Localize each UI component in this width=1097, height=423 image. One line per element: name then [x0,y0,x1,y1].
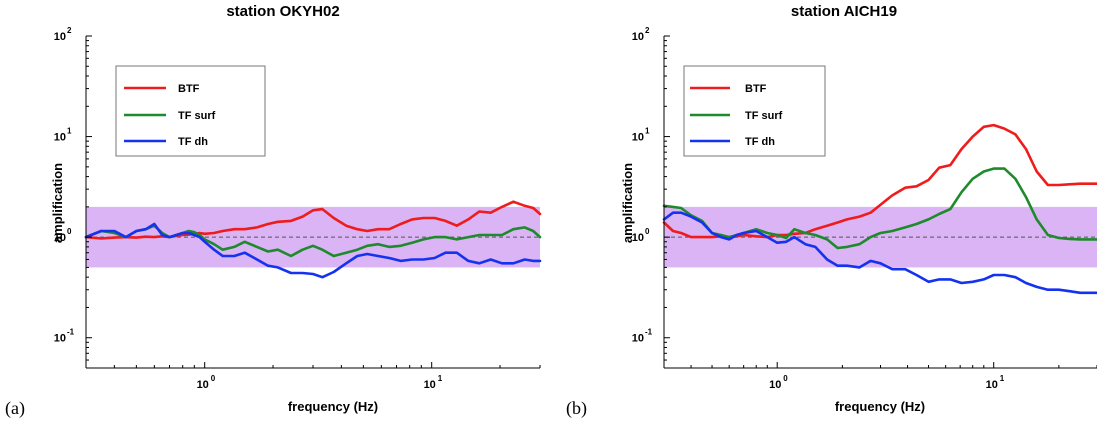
x-tick-exponent: 1 [438,374,443,383]
y-tick-exponent: 1 [67,127,72,136]
x-tick-label: 10 [769,379,781,391]
y-tick-exponent: 1 [645,127,650,136]
legend-a: BTF TF surf TF dh [115,65,266,157]
x-tick-exponent: 0 [211,374,216,383]
x-tick-label: 10 [424,379,436,391]
legend-label-tf-surf: TF surf [178,110,216,122]
y-tick-exponent: 2 [67,26,72,35]
x-tick-exponent: 1 [1000,374,1005,383]
series-line-tf-surf-b [662,167,1097,250]
y-tick-exponent: -1 [645,328,653,337]
y-tick-exponent: 2 [645,26,650,35]
x-tick-exponent: 0 [783,374,788,383]
legend-label-tf-dh: TF dh [745,136,775,148]
x-tick-label: 10 [986,379,998,391]
legend-label-btf: BTF [178,83,200,95]
x-tick-label: 10 [197,379,209,391]
y-tick-label: 10 [54,132,66,144]
x-axis-label-b: frequency (Hz) [835,399,925,414]
chart-title-a: station OKYH02 [226,3,339,20]
series-layer-a [84,200,542,279]
x-axis-label-a: frequency (Hz) [288,399,378,414]
y-tick-label: 10 [54,31,66,43]
y-tick-exponent: -1 [67,328,75,337]
y-tick-label: 10 [54,232,66,244]
y-axis-label-b: amplification [620,163,635,243]
y-tick-exponent: 0 [67,227,72,236]
series-line-tf-dh-a [84,222,542,279]
y-tick-label: 10 [632,132,644,144]
legend-b: BTF TF surf TF dh [683,65,826,157]
y-tick-label: 10 [632,232,644,244]
y-tick-label: 10 [632,333,644,345]
panel-label-a: (a) [5,398,25,419]
legend-label-tf-surf: TF surf [745,110,783,122]
series-line-tf-dh-b [662,211,1097,295]
y-tick-label: 10 [632,31,644,43]
y-tick-exponent: 0 [645,227,650,236]
chart-title-b: station AICH19 [791,3,897,20]
y-axis-label-a: amplification [50,163,65,243]
legend-label-tf-dh: TF dh [178,136,208,148]
panel-label-b: (b) [566,398,587,419]
panel-b: (b) station AICH19 frequency (Hz) amplif… [566,3,1097,419]
panel-a: (a) station OKYH02 frequency (Hz) amplif… [5,3,542,419]
legend-label-btf: BTF [745,83,767,95]
y-tick-label: 10 [54,333,66,345]
series-layer-b [662,123,1097,295]
